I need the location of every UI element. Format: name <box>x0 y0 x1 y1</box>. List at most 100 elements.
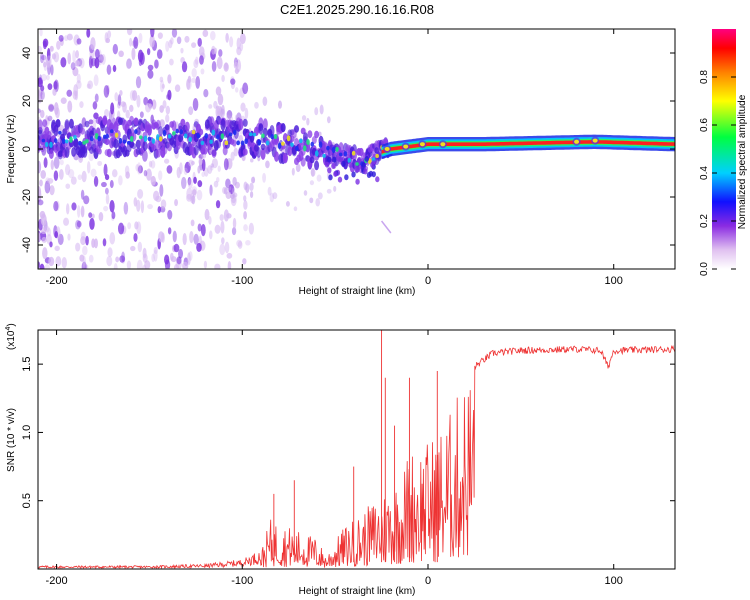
colorbar-tick-label: 0.0 <box>699 262 710 276</box>
y-tick-label: 0 <box>21 146 33 152</box>
noise-cell <box>126 260 132 269</box>
noise-cell <box>295 163 301 173</box>
noise-cell <box>106 255 113 267</box>
noise-cell <box>40 170 46 179</box>
noise-cell <box>210 30 216 41</box>
noise-cell <box>196 189 203 201</box>
band-cell <box>307 130 313 139</box>
band-core <box>183 133 188 139</box>
noise-cell <box>143 169 148 177</box>
snr-panel: -200 -100 0 100 0.5 1.0 1.5 Height of straigh… <box>5 323 676 597</box>
colorbar-gradient <box>712 29 736 269</box>
band-cell <box>102 115 108 126</box>
noise-cell <box>187 176 192 186</box>
noise-cell <box>79 101 84 109</box>
noise-cell <box>107 30 112 39</box>
noise-cell <box>236 46 242 56</box>
band-core <box>355 162 359 166</box>
band-cell <box>344 174 349 181</box>
noise-cell <box>227 260 232 269</box>
noise-cell <box>200 68 205 75</box>
noise-cell <box>236 37 241 50</box>
noise-cell <box>92 101 98 110</box>
noise-cell <box>174 198 178 207</box>
noise-cell <box>202 29 209 38</box>
noise-cell <box>51 53 57 60</box>
band-core <box>151 138 156 144</box>
noise-cell <box>128 37 133 47</box>
noise-cell <box>243 224 248 232</box>
noise-cell <box>224 241 230 254</box>
noise-cell <box>208 215 212 225</box>
band-cell <box>332 156 337 163</box>
bottom-y-axis-label: SNR (10 * v/v) <box>6 408 17 472</box>
noise-cell <box>80 205 85 218</box>
noise-cell <box>80 236 86 246</box>
noise-cell <box>72 90 78 100</box>
band-core <box>331 146 336 154</box>
noise-cell <box>293 206 298 212</box>
noise-cell <box>243 210 247 220</box>
noise-cell <box>86 29 91 38</box>
band-cell <box>38 141 41 154</box>
noise-cell <box>94 57 100 69</box>
band-cell <box>327 167 332 174</box>
noise-cell <box>254 101 259 109</box>
noise-cell <box>269 192 275 203</box>
noise-cell <box>226 114 231 120</box>
noise-cell <box>39 29 43 37</box>
noise-cell <box>38 261 41 269</box>
noise-cell <box>120 101 126 108</box>
noise-cell <box>159 184 164 197</box>
noise-cell <box>75 60 80 67</box>
noise-cell <box>155 195 162 203</box>
noise-cell <box>48 256 55 267</box>
band-cell <box>273 151 279 162</box>
noise-cell <box>230 151 235 161</box>
y-tick-label: 1.0 <box>21 425 33 440</box>
noise-cell <box>102 238 107 247</box>
band-core <box>138 135 143 140</box>
band-core <box>105 133 109 139</box>
band-core <box>82 140 86 145</box>
band-cell <box>238 118 244 131</box>
y-tick-label: -40 <box>21 237 33 253</box>
noise-cell <box>203 88 209 98</box>
noise-cell <box>249 191 254 198</box>
noise-cell <box>139 111 144 119</box>
noise-cell <box>159 105 164 113</box>
noise-cell <box>42 38 49 48</box>
band-cell <box>175 139 181 150</box>
band-cell <box>361 162 366 169</box>
noise-cell <box>243 200 248 210</box>
noise-cell <box>198 46 205 57</box>
band-cell <box>341 160 346 167</box>
noise-cell <box>200 223 206 237</box>
noise-cell <box>193 233 199 245</box>
spectrogram-panel: -200 -100 0 100 40 20 0 -20 -40 Height of strai… <box>6 28 676 297</box>
noise-cell <box>59 159 64 166</box>
noise-cell <box>58 124 65 132</box>
noise-cell <box>226 185 232 191</box>
noise-cell <box>181 176 187 189</box>
noise-cell <box>147 203 153 210</box>
noise-cell <box>119 89 123 96</box>
band-cell <box>370 161 375 168</box>
band-core <box>167 134 172 139</box>
noise-cell <box>176 36 182 45</box>
noise-cell <box>40 109 45 119</box>
noise-cell <box>38 74 43 85</box>
noise-cell <box>225 178 231 189</box>
noise-cell <box>160 199 167 209</box>
noise-cell <box>59 168 64 180</box>
band-cell <box>53 124 59 137</box>
band-core <box>306 138 310 146</box>
noise-cell <box>162 100 167 109</box>
band-core <box>61 138 66 145</box>
noise-cell <box>191 42 197 48</box>
top-x-axis-label: Height of straight line (km) <box>299 286 416 297</box>
noise-cell <box>171 29 178 38</box>
noise-cell <box>262 172 267 183</box>
noise-cell <box>150 160 156 169</box>
noise-cell <box>82 255 86 268</box>
